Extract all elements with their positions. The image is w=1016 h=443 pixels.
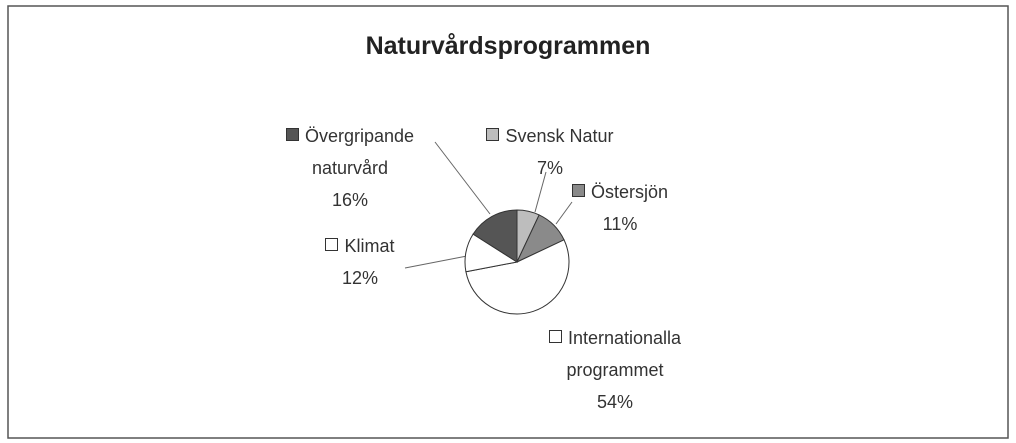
slice-name: Övergripande naturvård [304, 126, 415, 178]
slice-value: 16% [331, 190, 369, 210]
pie-slice [465, 239, 570, 315]
legend-swatch [325, 238, 339, 251]
slice-value: 7% [536, 158, 563, 178]
slice-value: 54% [596, 392, 634, 412]
slice-label: Internationalla programmet 54% [520, 322, 710, 418]
slice-label: Övergripande naturvård 16% [255, 120, 445, 216]
chart-title: Naturvårdsprogrammen [365, 32, 651, 60]
legend-swatch [571, 184, 585, 197]
slice-name: Svensk Natur [505, 126, 614, 146]
slice-name: Internationalla programmet [566, 328, 682, 380]
leader-lines [404, 141, 573, 269]
slice-value: 12% [341, 268, 379, 288]
slice-label: Svensk Natur 7% [450, 120, 650, 184]
slice-name: Klimat [344, 236, 395, 256]
slice-label: Klimat 12% [280, 230, 440, 294]
legend-swatch [285, 128, 299, 141]
pie-slice [472, 209, 518, 263]
slice-value: 11% [602, 214, 638, 234]
legend-swatch [486, 128, 500, 141]
pie [464, 209, 570, 315]
legend-swatch [548, 330, 562, 343]
slice-label: Östersjön 11% [540, 176, 700, 240]
slice-name: Östersjön [590, 182, 669, 202]
